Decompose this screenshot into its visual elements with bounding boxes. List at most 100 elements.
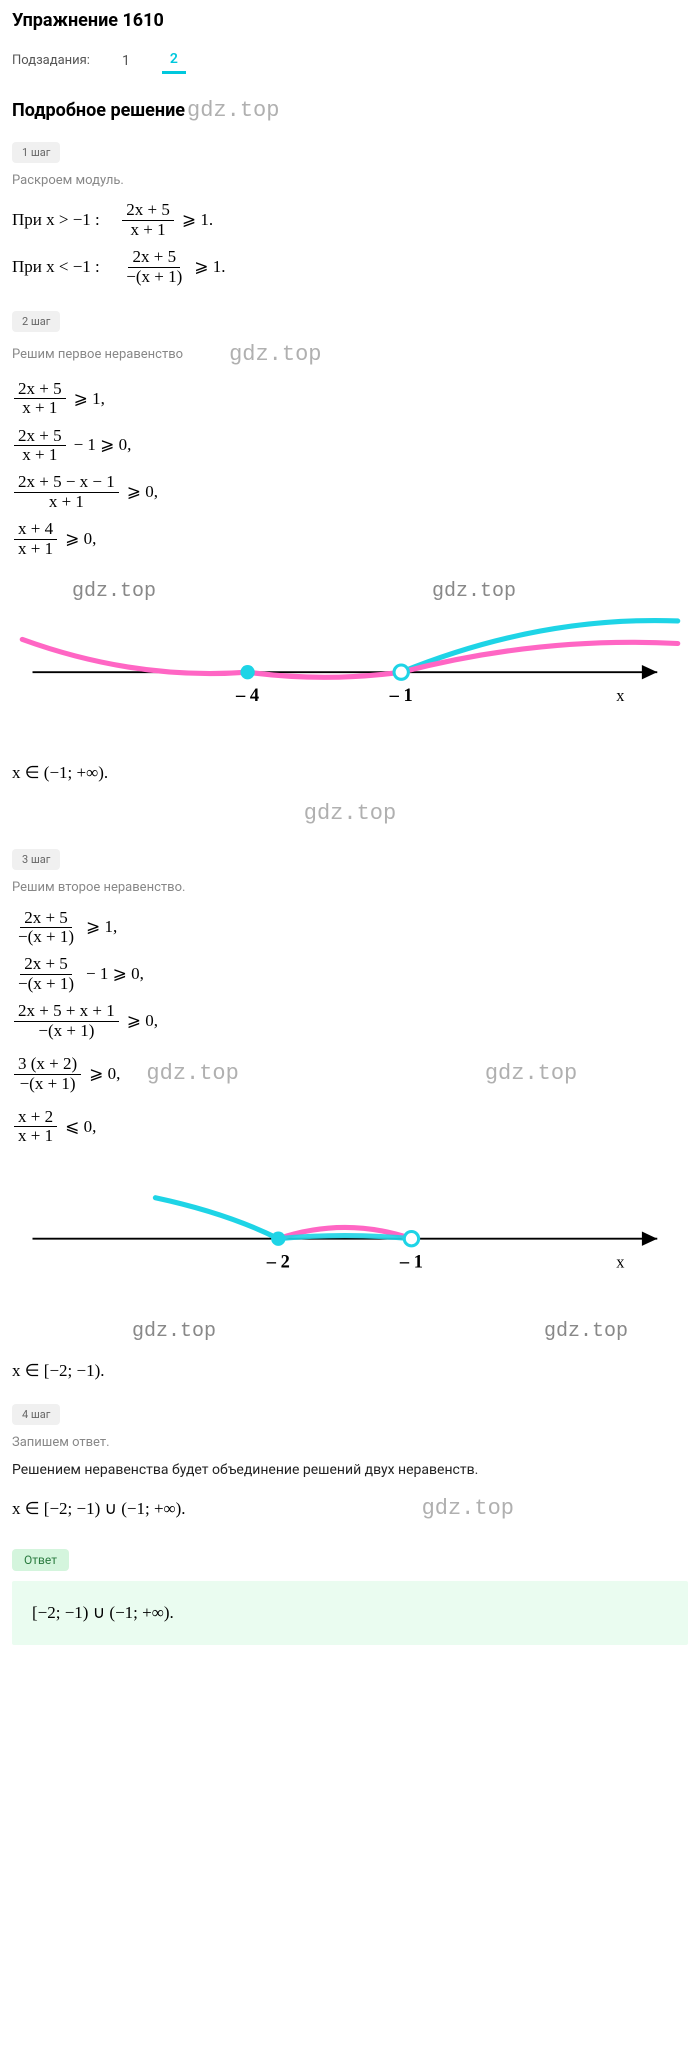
watermark: gdz.top	[72, 580, 156, 603]
fraction: 3 (x + 2)−(x + 1)	[14, 1055, 81, 1093]
exercise-title: Упражнение 1610	[12, 10, 688, 31]
math-text: При x > −1 :	[12, 200, 100, 241]
fraction: x + 4x + 1	[14, 520, 57, 558]
numerator: 2x + 5 − x − 1	[14, 473, 119, 493]
math-line: При x < −1 : 2x + 5 −(x + 1) ⩾ 1.	[12, 247, 688, 288]
step-badge: 4 шаг	[12, 1404, 60, 1425]
math-text: ⩾ 0,	[89, 1054, 120, 1095]
step-desc: Решим второе неравенство.	[12, 880, 688, 895]
math-text: ⩾ 1.	[182, 200, 213, 241]
watermark: gdz.top	[422, 1496, 514, 1521]
solution-heading: Подробное решение gdz.top	[12, 98, 688, 123]
watermark: gdz.top	[304, 801, 396, 826]
svg-text:– 4: – 4	[235, 685, 259, 705]
math-line: 2x + 5−(x + 1) − 1 ⩾ 0,	[12, 954, 688, 995]
svg-text:– 1: – 1	[389, 685, 413, 705]
step-desc: Раскроем модуль.	[12, 173, 688, 188]
math-text: ⩾ 0,	[65, 519, 96, 560]
answer-box: [−2; −1) ∪ (−1; +∞).	[12, 1581, 688, 1645]
math-text: ⩾ 1,	[74, 379, 105, 420]
numerator: 3 (x + 2)	[14, 1055, 81, 1075]
denominator: x + 1	[18, 399, 61, 418]
math-text: ⩾ 0,	[127, 1001, 158, 1042]
fraction: 2x + 5 + x + 1−(x + 1)	[14, 1002, 119, 1040]
subtasks-row: Подзадания: 1 2	[12, 47, 688, 74]
numerator: 2x + 5	[122, 201, 174, 221]
fraction: 2x + 5 −(x + 1)	[122, 248, 186, 286]
numerator: 2x + 5 + x + 1	[14, 1002, 119, 1022]
svg-text:x: x	[616, 1253, 624, 1272]
svg-text:x: x	[616, 686, 624, 705]
numerator: x + 2	[14, 1108, 57, 1128]
denominator: x + 1	[127, 221, 170, 240]
math-line: 2x + 5 + x + 1−(x + 1) ⩾ 0,	[12, 1001, 688, 1042]
svg-text:– 1: – 1	[399, 1252, 423, 1272]
math-text: ⩽ 0,	[65, 1107, 96, 1148]
denominator: −(x + 1)	[34, 1022, 98, 1041]
chart-svg: – 2 – 1 x	[12, 1167, 688, 1290]
watermark: gdz.top	[132, 1320, 216, 1343]
math-text: − 1 ⩾ 0,	[74, 425, 132, 466]
math-line: 3 (x + 2)−(x + 1) ⩾ 0, gdz.top gdz.top	[12, 1048, 688, 1101]
fraction: 2x + 5 x + 1	[122, 201, 174, 239]
math-line: x + 4x + 1 ⩾ 0,	[12, 519, 688, 560]
denominator: −(x + 1)	[14, 975, 78, 994]
subtasks-label: Подзадания:	[12, 53, 90, 68]
numerator: 2x + 5	[14, 380, 66, 400]
denominator: −(x + 1)	[16, 1075, 80, 1094]
numerator: 2x + 5	[14, 427, 66, 447]
step-badge: 1 шаг	[12, 142, 60, 163]
numerator: 2x + 5	[20, 909, 72, 929]
watermark: gdz.top	[544, 1320, 628, 1343]
math-line: 2x + 5−(x + 1) ⩾ 1,	[12, 907, 688, 948]
step-badge: 3 шаг	[12, 849, 60, 870]
numerator: x + 4	[14, 520, 57, 540]
denominator: x + 1	[14, 1127, 57, 1146]
step-badge: 2 шаг	[12, 311, 60, 332]
step-desc: Запишем ответ.	[12, 1435, 688, 1450]
math-line: 2x + 5x + 1 − 1 ⩾ 0,	[12, 425, 688, 466]
denominator: −(x + 1)	[122, 268, 186, 287]
body-text: Решением неравенства будет объединение р…	[12, 1462, 688, 1478]
watermark-row: gdz.top gdz.top	[132, 1320, 628, 1343]
step-3: 3 шаг Решим второе неравенство. 2x + 5−(…	[12, 848, 688, 1381]
math-block: 2x + 5−(x + 1) ⩾ 1, 2x + 5−(x + 1) − 1 ⩾…	[12, 907, 688, 1147]
result-text: x ∈ (−1; +∞).	[12, 763, 688, 783]
watermark: gdz.top	[187, 98, 279, 123]
math-block: При x > −1 : 2x + 5 x + 1 ⩾ 1. При x < −…	[12, 200, 688, 288]
math-text: ⩾ 1,	[86, 907, 117, 948]
step-2: 2 шаг Решим первое неравенство gdz.top 2…	[12, 310, 688, 827]
step-1: 1 шаг Раскроем модуль. При x > −1 : 2x +…	[12, 141, 688, 288]
watermark: gdz.top	[432, 580, 516, 603]
fraction: x + 2x + 1	[14, 1108, 57, 1146]
math-line: При x > −1 : 2x + 5 x + 1 ⩾ 1.	[12, 200, 688, 241]
result-text: x ∈ [−2; −1).	[12, 1361, 688, 1381]
subtask-2[interactable]: 2	[162, 47, 186, 74]
watermark: gdz.top	[229, 342, 321, 367]
denominator: x + 1	[14, 540, 57, 559]
final-line: x ∈ [−2; −1) ∪ (−1; +∞). gdz.top	[12, 1496, 688, 1521]
final-text: x ∈ [−2; −1) ∪ (−1; +∞).	[12, 1499, 186, 1519]
numerator: 2x + 5	[128, 248, 180, 268]
fraction: 2x + 5−(x + 1)	[14, 909, 78, 947]
denominator: x + 1	[45, 493, 88, 512]
fraction: 2x + 5−(x + 1)	[14, 955, 78, 993]
denominator: x + 1	[18, 446, 61, 465]
math-text: При x < −1 :	[12, 247, 100, 288]
fraction: 2x + 5x + 1	[14, 427, 66, 465]
math-line: 2x + 5 − x − 1x + 1 ⩾ 0,	[12, 472, 688, 513]
subtask-1[interactable]: 1	[114, 49, 138, 73]
number-line-chart-1: gdz.top gdz.top – 4 – 1 x	[12, 580, 688, 734]
math-text: − 1 ⩾ 0,	[86, 954, 144, 995]
chart-svg: – 4 – 1 x	[12, 580, 688, 734]
fraction: 2x + 5 − x − 1x + 1	[14, 473, 119, 511]
math-text: ⩾ 0,	[127, 472, 158, 513]
solution-heading-text: Подробное решение	[12, 100, 185, 121]
answer-badge: Ответ	[12, 1549, 69, 1571]
math-line: 2x + 5x + 1 ⩾ 1,	[12, 379, 688, 420]
watermark: gdz.top	[485, 1048, 577, 1101]
math-text: ⩾ 1.	[194, 247, 225, 288]
svg-text:– 2: – 2	[266, 1252, 290, 1272]
numerator: 2x + 5	[20, 955, 72, 975]
fraction: 2x + 5x + 1	[14, 380, 66, 418]
